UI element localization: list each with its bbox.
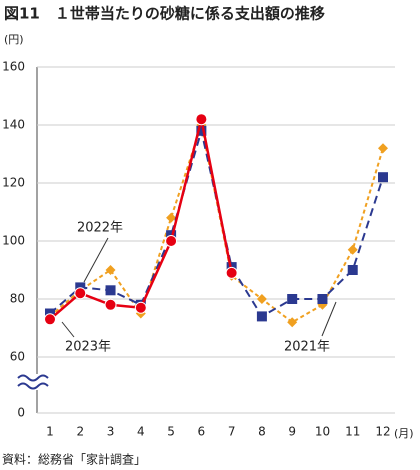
- x-tick-label: 12: [375, 425, 390, 439]
- axis-break-mask: [25, 374, 49, 390]
- x-tick-label: 3: [107, 425, 115, 439]
- y-tick-label: 60: [10, 350, 25, 364]
- diamond-marker: [256, 294, 267, 304]
- x-tick-label: 9: [288, 425, 296, 439]
- axis-break: [17, 374, 49, 390]
- label-bg: [64, 338, 112, 356]
- square-marker: [196, 125, 207, 136]
- diamond-marker: [166, 212, 177, 223]
- chart-title: 図11 １世帯当たりの砂糖に係る支出額の推移: [4, 5, 325, 23]
- square-marker: [287, 294, 298, 304]
- x-tick-label: 4: [137, 425, 145, 439]
- x-tick-label: 8: [258, 425, 266, 439]
- leader-line: [83, 237, 109, 283]
- circle-marker: [195, 113, 208, 126]
- circle-marker: [225, 266, 238, 279]
- circle-marker: [74, 287, 87, 300]
- series-label: 2021年: [284, 340, 330, 355]
- circle-marker: [44, 313, 56, 326]
- diamond-marker: [378, 143, 388, 154]
- x-unit: (月): [394, 427, 414, 440]
- x-tick-label: 2: [76, 425, 84, 439]
- source: 資料：総務省「家計調査」: [2, 452, 146, 467]
- x-tick-label: 1: [46, 425, 54, 439]
- square-marker: [347, 265, 358, 275]
- series-line: [49, 121, 384, 324]
- leader-line: [321, 301, 337, 337]
- circle-marker: [134, 301, 147, 314]
- square-marker: [317, 294, 328, 304]
- square-marker: [378, 172, 388, 183]
- label-bg: [76, 219, 124, 237]
- y-tick-label: 0: [17, 406, 25, 420]
- label-bg: [283, 338, 331, 356]
- diamond-marker: [105, 265, 116, 275]
- y-tick-label: 80: [10, 292, 25, 306]
- x-tick-label: 5: [167, 425, 175, 439]
- y-tick-label: 140: [2, 118, 25, 132]
- x-tick-label: 6: [198, 425, 206, 439]
- circle-marker: [165, 235, 178, 247]
- series-label: 2023年: [65, 340, 111, 355]
- leader-line: [61, 321, 75, 338]
- square-marker: [256, 311, 267, 322]
- y-unit: (円): [4, 33, 24, 46]
- y-tick-label: 120: [2, 176, 25, 190]
- x-tick-label: 11: [345, 425, 360, 439]
- y-tick-label: 160: [2, 60, 25, 74]
- diamond-marker: [347, 244, 358, 255]
- square-marker: [105, 285, 116, 296]
- circle-marker: [104, 298, 117, 311]
- x-tick-label: 7: [228, 425, 236, 439]
- y-tick-label: 100: [2, 234, 25, 248]
- x-tick-label: 10: [315, 425, 330, 439]
- diamond-marker: [287, 317, 298, 328]
- series-label: 2022年: [77, 221, 123, 236]
